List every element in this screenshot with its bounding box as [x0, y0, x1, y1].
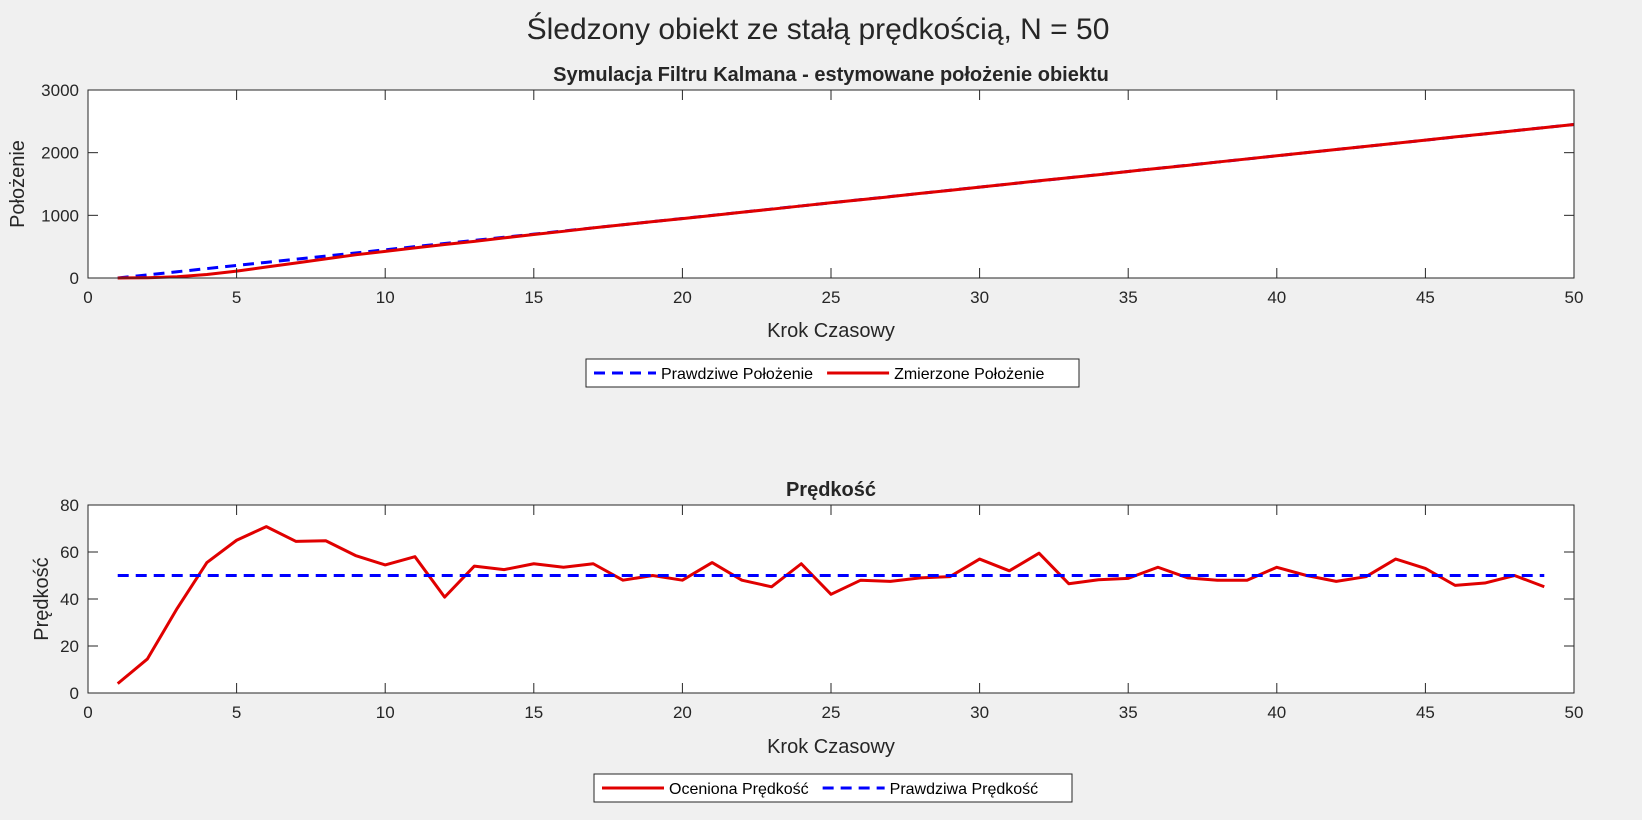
- x-tick-label: 30: [970, 288, 989, 307]
- y-tick-label: 2000: [41, 144, 79, 163]
- x-tick-label: 0: [83, 288, 92, 307]
- plot-area: [88, 90, 1574, 278]
- plot-area: [88, 505, 1574, 693]
- x-axis-label: Krok Czasowy: [767, 736, 895, 758]
- legend-entry: Zmierzone Położenie: [894, 366, 1044, 383]
- x-tick-label: 40: [1267, 703, 1286, 722]
- x-tick-label: 45: [1416, 288, 1435, 307]
- y-tick-label: 3000: [41, 81, 79, 100]
- figure-title: Śledzony obiekt ze stałą prędkością, N =…: [527, 12, 1110, 46]
- x-tick-label: 25: [822, 703, 841, 722]
- y-tick-label: 60: [60, 543, 79, 562]
- y-axis-label: Prędkość: [31, 557, 53, 640]
- x-tick-label: 15: [524, 703, 543, 722]
- x-tick-label: 35: [1119, 703, 1138, 722]
- x-tick-label: 10: [376, 703, 395, 722]
- series-line: [117, 122, 1575, 280]
- x-tick-label: 10: [376, 288, 395, 307]
- x-tick-label: 5: [232, 703, 241, 722]
- x-tick-label: 50: [1565, 703, 1584, 722]
- axes-title: Symulacja Filtru Kalmana - estymowane po…: [553, 64, 1109, 86]
- legend-entry: Oceniona Prędkość: [669, 781, 809, 798]
- x-tick-label: 5: [232, 288, 241, 307]
- x-tick-label: 50: [1565, 288, 1584, 307]
- series-line: [117, 122, 1575, 280]
- x-tick-label: 25: [822, 288, 841, 307]
- x-tick-label: 15: [524, 288, 543, 307]
- legend-entry: Prawdziwa Prędkość: [890, 781, 1039, 798]
- x-tick-label: 20: [673, 703, 692, 722]
- y-tick-label: 20: [60, 637, 79, 656]
- y-axis-label: Położenie: [7, 140, 29, 228]
- x-axis-label: Krok Czasowy: [767, 320, 895, 342]
- x-tick-label: 45: [1416, 703, 1435, 722]
- x-tick-label: 30: [970, 703, 989, 722]
- x-tick-label: 35: [1119, 288, 1138, 307]
- y-tick-label: 40: [60, 590, 79, 609]
- y-tick-label: 80: [60, 496, 79, 515]
- legend-box: [585, 358, 1080, 388]
- legend: Prawdziwe Położenie Zmierzone Położenie: [585, 358, 1080, 388]
- x-tick-label: 0: [83, 703, 92, 722]
- x-tick-label: 40: [1267, 288, 1286, 307]
- y-tick-label: 0: [70, 269, 79, 288]
- y-tick-label: 0: [70, 684, 79, 703]
- legend: Oceniona Prędkość Prawdziwa Prędkość: [593, 773, 1073, 803]
- x-tick-label: 20: [673, 288, 692, 307]
- y-tick-label: 1000: [41, 206, 79, 225]
- legend-entry: Prawdziwe Położenie: [661, 366, 813, 383]
- position-axes: 0 5 10 15 20 25 30 35 40 45 50 0 1000 2000 3000 Symulac…: [7, 64, 1584, 388]
- velocity-axes: 0 5 10 15 20 25 30 35 40 45 50 0 20 40 60 80 Prędkość Kro…: [31, 479, 1584, 803]
- axes-title: Prędkość: [786, 479, 876, 501]
